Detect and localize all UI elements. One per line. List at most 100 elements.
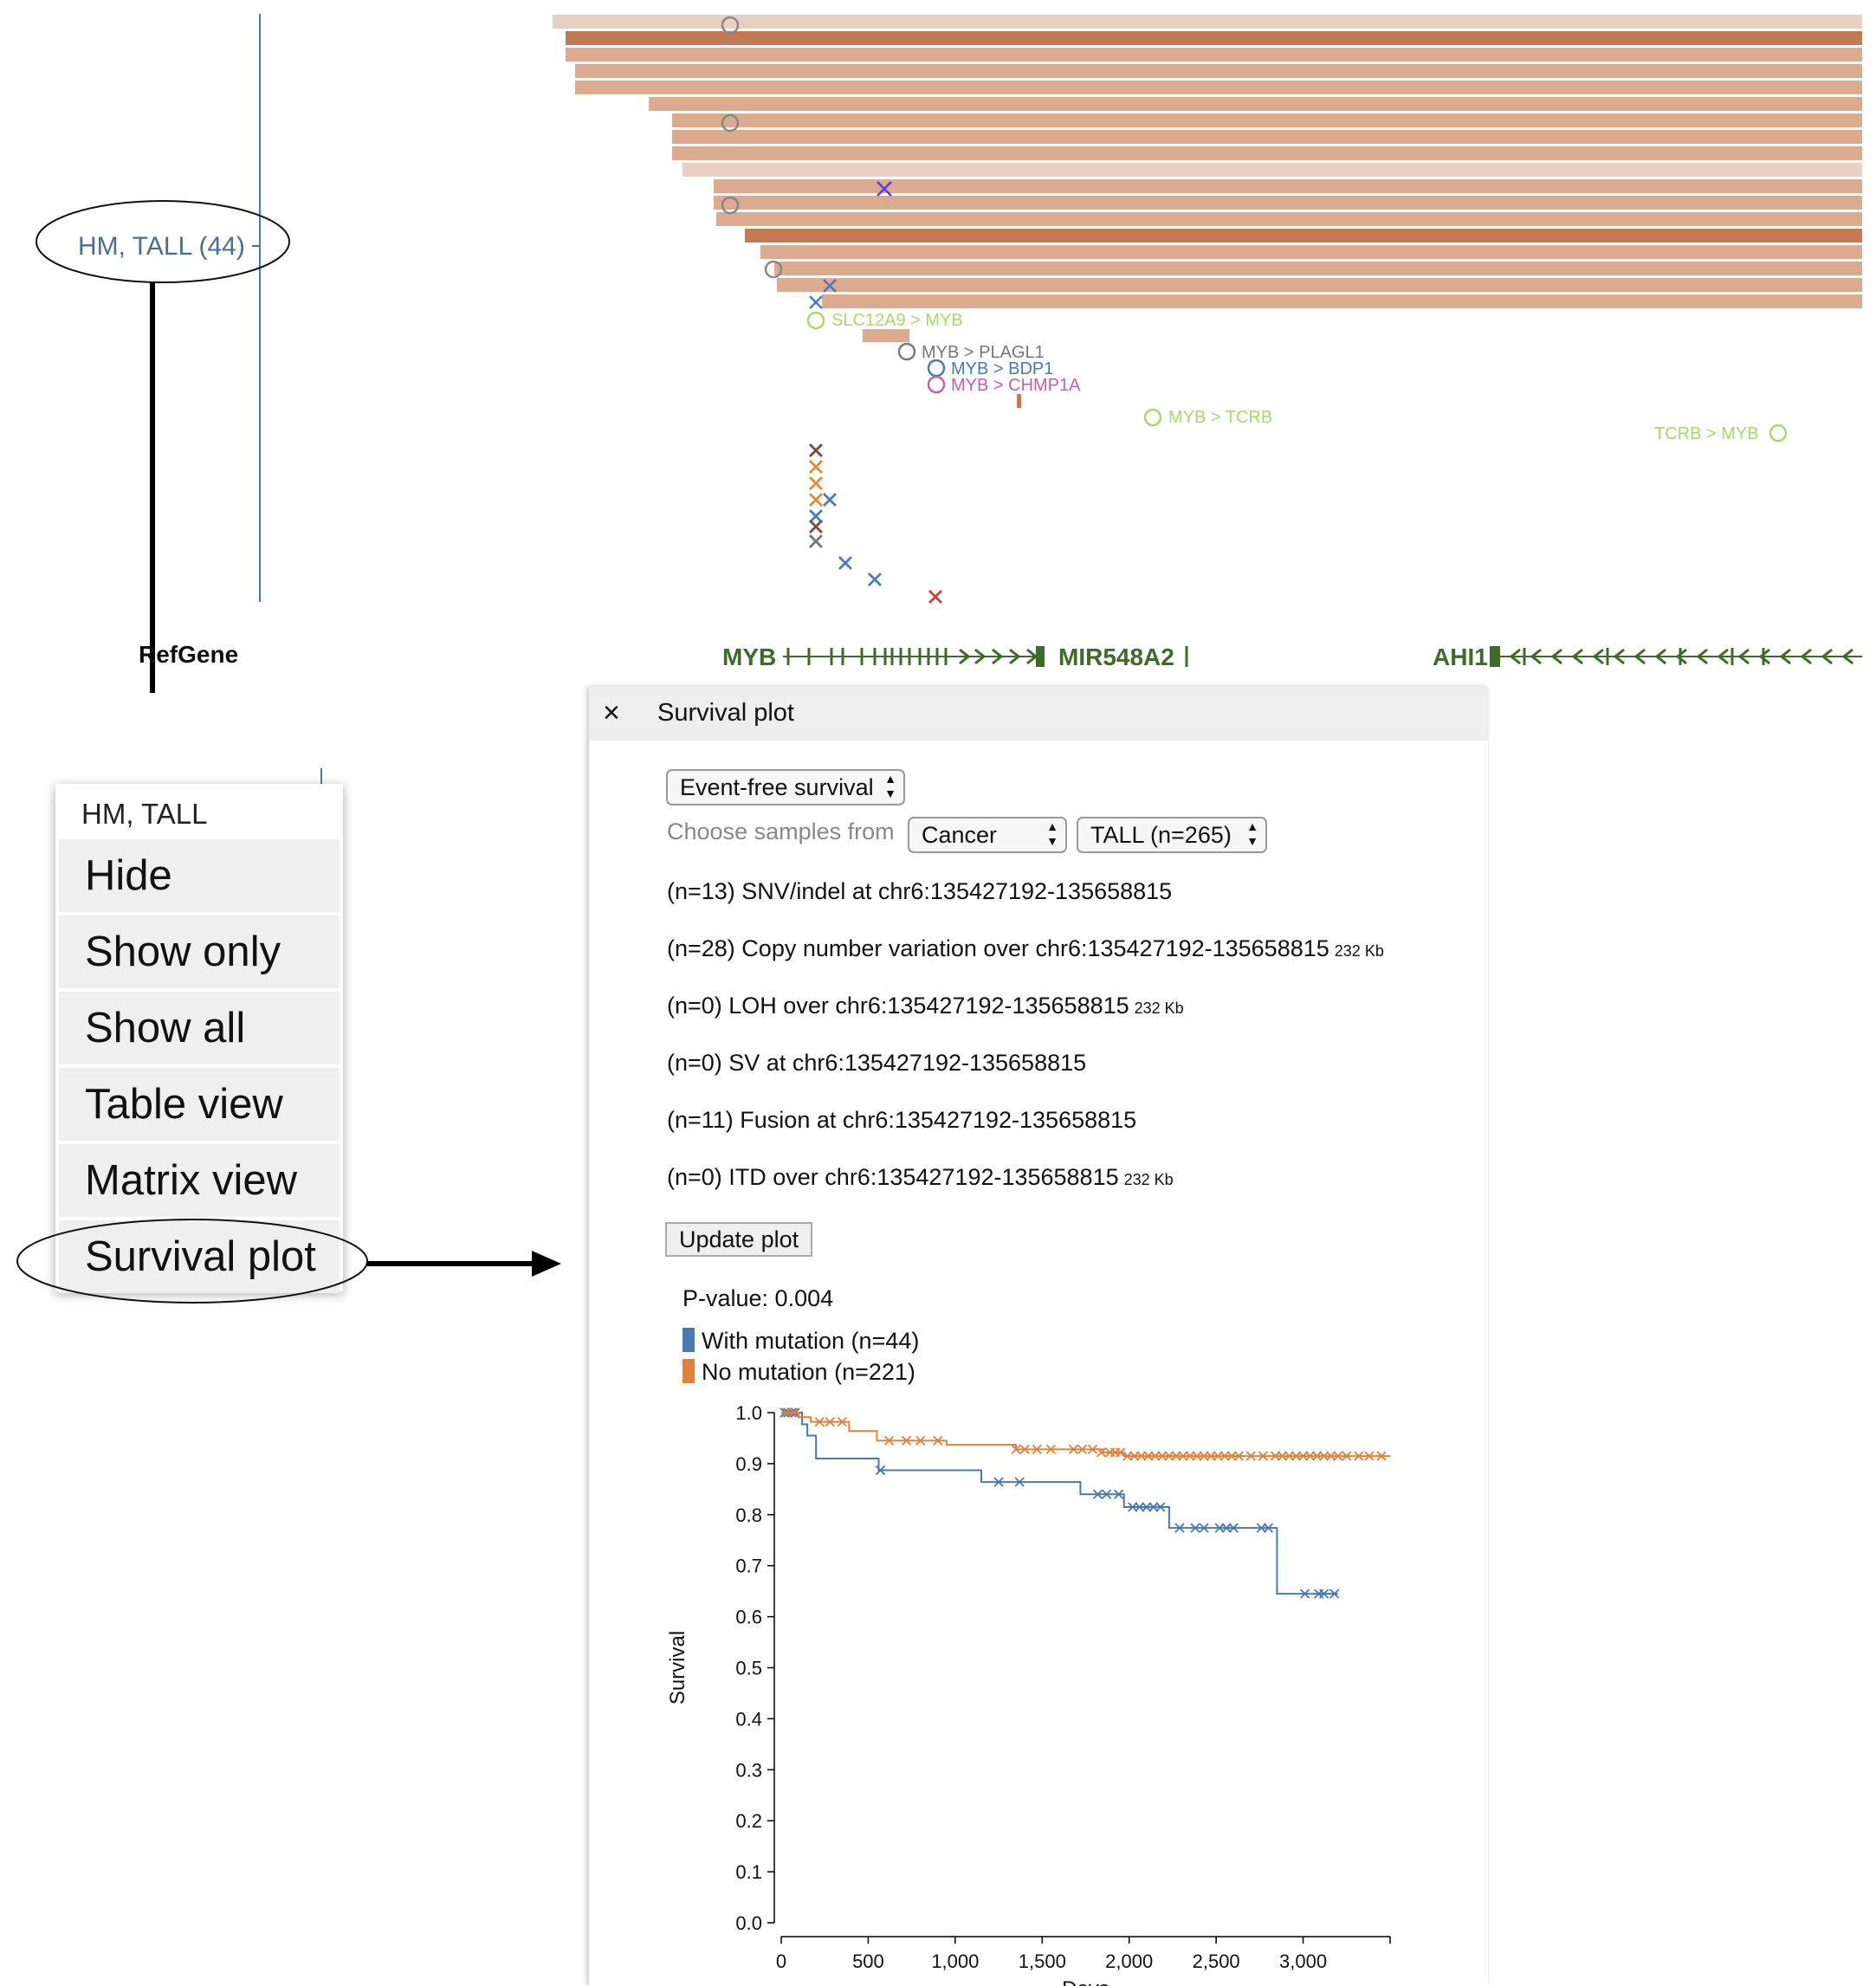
menu-item-hide[interactable]: Hide [59,839,340,912]
censor-mark [1364,1451,1375,1461]
censor-mark [1192,1451,1202,1461]
update-plot-button[interactable]: Update plot [665,1222,813,1257]
censor-mark [1114,1489,1124,1499]
y-tick-label: 0.0 [735,1912,762,1934]
censor-mark [1329,1588,1340,1599]
refgene-label: RefGene [139,641,238,668]
x-axis-label: Days [1062,1977,1109,1986]
mutation-row-loh[interactable]: (n=0) LOH over chr6:135427192-135658815 2… [667,993,1184,1019]
subtype-select[interactable]: TALL (n=265) ▲ ▼ [1077,817,1267,853]
cnv-bar [553,15,1862,29]
censor-mark [1304,1451,1316,1461]
select-arrows-icon: ▲ ▼ [884,772,896,800]
censor-mark [1270,1451,1281,1461]
survival-chart: P-value: 0.004 With mutation (n=44) No m… [666,1285,1391,1986]
x-tick-label: 1,000 [931,1950,979,1972]
censor-mark [1245,1451,1256,1461]
censor-mark [901,1435,912,1446]
censor-mark [1319,1451,1329,1461]
snv-cross-marker [809,295,823,309]
censor-mark [1068,1444,1079,1455]
y-tick-label: 1.0 [735,1402,762,1424]
fusion-labels: SLC12A9 > MYB MYB > PLAGL1 MYB > BDP1 MY… [806,311,1788,443]
gene-label-mir548a2: MIR548A2 [1058,644,1174,670]
censor-mark [993,1477,1004,1487]
censor-mark [1164,1451,1174,1461]
censor-mark [1284,1451,1295,1461]
censor-mark [1128,1502,1138,1512]
cnv-bar [575,81,1862,94]
x-tick-label: 1,500 [1019,1950,1066,1972]
menu-item-show-all[interactable]: Show all [59,992,340,1064]
cnv-bar [822,294,1862,308]
y-tick-label: 0.9 [735,1453,762,1475]
censor-mark [915,1435,926,1446]
y-tick-label: 0.2 [735,1810,762,1832]
x-tick-label: 2,000 [1105,1950,1153,1972]
choose-samples-label: Choose samples from [667,818,895,844]
sv-circle-marker [721,113,740,133]
censor-mark [1077,1444,1088,1455]
cnv-bar [672,113,1862,127]
mutation-row-snv[interactable]: (n=13) SNV/indel at chr6:135427192-13565… [667,878,1173,904]
fusion-label: MYB > BDP1 [951,359,1053,378]
censor-mark [883,1435,895,1446]
survival-curve-0 [781,1412,1338,1595]
censor-mark [1221,1523,1232,1533]
censor-mark [1299,1588,1310,1599]
mutation-row-fusion[interactable]: (n=11) Fusion at chr6:135427192-13565881… [667,1107,1137,1133]
cnv-bar [672,130,1862,144]
cnv-bar [649,97,1862,111]
x-tick-label: 3,000 [1279,1950,1327,1972]
gene-label-ahi1: AHI1 [1433,644,1488,670]
track-label[interactable]: HM, TALL (44) [78,232,245,261]
context-menu: HM, TALL Hide Show only Show all Table v… [55,784,343,1293]
censor-mark [1376,1451,1387,1461]
menu-item-survival-plot[interactable]: Survival plot [59,1220,340,1293]
cnv-bar [716,212,1862,226]
menu-item-show-only[interactable]: Show only [59,915,340,988]
censor-mark [1297,1451,1309,1461]
mutation-row-itd[interactable]: (n=0) ITD over chr6:135427192-135658815 2… [667,1164,1174,1190]
close-icon[interactable]: × [603,696,620,729]
censor-mark [1213,1451,1223,1461]
survival-curve-1 [781,1412,1390,1458]
menu-item-table-view[interactable]: Table view [59,1068,340,1141]
censor-mark [875,1465,886,1476]
censor-mark [1342,1451,1352,1461]
mutation-row-sv[interactable]: (n=0) SV at chr6:135427192-135658815 [667,1050,1087,1076]
censor-mark [1233,1451,1244,1461]
censor-mark [1199,1523,1209,1533]
censor-mark [1190,1523,1200,1533]
censor-mark [1214,1523,1225,1533]
cnv-bar [714,179,1862,193]
dialog-header: × Survival plot [589,687,1488,741]
censor-mark [1135,1502,1145,1512]
cancer-select[interactable]: Cancer ▲ ▼ [908,817,1067,853]
survival-type-select[interactable]: Event-free survival ▲ ▼ [666,769,905,805]
sv-circle-marker [764,260,783,279]
select-arrows-icon: ▲ ▼ [1246,819,1258,848]
legend-swatch-with-mutation [682,1328,695,1352]
cnv-bar [566,31,1862,45]
gene-label-myb: MYB [722,644,776,670]
censor-mark [1326,1451,1336,1461]
cnv-bar [760,245,1862,259]
censor-mark [837,1416,847,1427]
cnv-bar [777,278,1862,292]
y-tick-label: 0.1 [735,1861,762,1883]
gene-models: MYB MIR548A2 AHI1 [722,644,1862,670]
mutation-row-cnv[interactable]: (n=28) Copy number variation over chr6:1… [667,935,1384,961]
snv-cross-marker [877,181,892,197]
cnv-bar [682,163,1862,177]
survival-arrow-annotation [16,1219,561,1304]
genome-browser-track: HM, TALL (44) RefGene SLC12A9 > MYB MYB … [36,14,1862,693]
cnv-bar [575,64,1862,78]
y-tick-label: 0.6 [735,1607,762,1628]
censor-mark [1263,1523,1274,1533]
menu-item-matrix-view[interactable]: Matrix view [59,1144,340,1217]
censor-mark [1011,1444,1021,1455]
censor-mark [1219,1451,1230,1461]
censor-mark [1014,1477,1025,1487]
cnv-bar [745,229,1862,243]
